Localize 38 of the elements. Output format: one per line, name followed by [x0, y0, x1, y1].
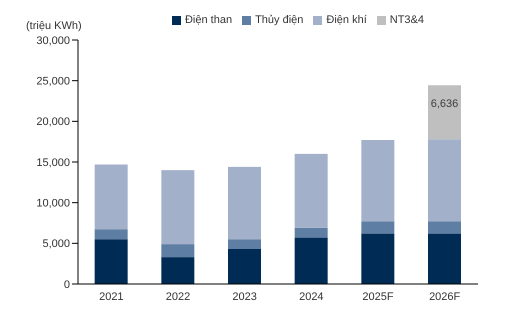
- x-tick-label: 2025F: [362, 290, 394, 303]
- bar: [94, 239, 128, 284]
- legend-label: NT3&4: [390, 14, 424, 26]
- y-axis-title: (triệu KWh): [26, 20, 82, 32]
- y-tick-label: 0: [64, 278, 70, 291]
- bar: [294, 228, 328, 238]
- bar: [228, 239, 261, 250]
- legend-label: Điện than: [184, 14, 232, 26]
- y-tick-label: 30,000: [36, 34, 70, 47]
- bar: [428, 234, 461, 284]
- y-tick-label: 15,000: [36, 156, 70, 169]
- y-tick-label: 5,000: [42, 238, 70, 250]
- legend-label: Điện khí: [326, 14, 367, 26]
- data-label: 6,636: [430, 98, 458, 110]
- bar: [361, 140, 394, 222]
- y-tick-label: 20,000: [36, 116, 70, 128]
- bar: [361, 221, 394, 234]
- bar: [361, 234, 394, 284]
- bar: [161, 257, 194, 284]
- bar: [428, 139, 461, 222]
- bar: [294, 154, 328, 228]
- x-tick-label: 2022: [166, 290, 190, 303]
- x-tick-label: 2024: [299, 290, 324, 303]
- bar: [294, 238, 328, 284]
- bar: [161, 170, 194, 244]
- x-tick-label: 2023: [232, 290, 257, 303]
- bar: [428, 221, 461, 234]
- y-tick-label: 25,000: [36, 76, 70, 88]
- x-tick-label: 2026F: [429, 290, 461, 303]
- bar: [161, 244, 194, 258]
- legend-label: Thủy điện: [255, 14, 304, 26]
- bar: [428, 85, 461, 140]
- bar: [94, 164, 128, 230]
- y-tick-label: 10,000: [36, 198, 70, 210]
- bar: [228, 166, 261, 240]
- bar: [228, 249, 261, 284]
- bar: [94, 230, 128, 240]
- x-tick-label: 2021: [99, 290, 124, 303]
